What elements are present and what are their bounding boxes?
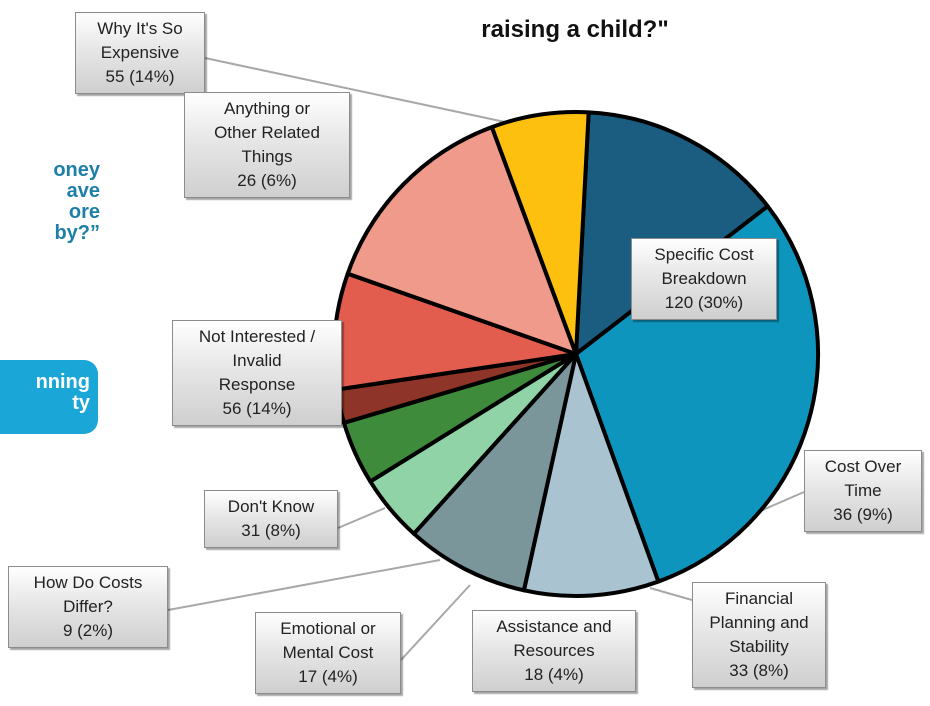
slice-label: Not Interested / Invalid Response xyxy=(198,327,316,394)
slice-label: Why It's So Expensive xyxy=(97,19,183,62)
side-badge-text: nning ty xyxy=(35,371,90,414)
data-label-box: How Do Costs Differ? 9 (2%) xyxy=(8,566,168,648)
slice-label: Don't Know xyxy=(227,497,315,516)
pie-slice-why-it-s-so-expensive xyxy=(574,110,770,356)
data-label-box: Don't Know 31 (8%) xyxy=(204,490,338,548)
slice-value: 18 (4%) xyxy=(524,665,584,684)
data-label-box: Not Interested / Invalid Response 56 (14%… xyxy=(172,320,342,426)
slice-value: 56 (14%) xyxy=(222,399,292,418)
leader-lines xyxy=(167,57,805,661)
leader-line xyxy=(649,587,693,601)
slice-value: 17 (4%) xyxy=(298,667,358,686)
leader-line xyxy=(757,491,805,513)
slice-value: 26 (6%) xyxy=(237,171,297,190)
data-label-box: Financial Planning and Stability 33 (8%) xyxy=(692,582,826,688)
slice-value: 9 (2%) xyxy=(62,621,114,640)
data-label-box: Specific Cost Breakdown 120 (30%) xyxy=(631,238,777,320)
slice-label: How Do Costs Differ? xyxy=(33,573,143,616)
leader-line xyxy=(400,584,471,661)
slice-label: Cost Over Time xyxy=(824,457,902,500)
slice-label: Specific Cost Breakdown xyxy=(654,245,754,288)
slice-label: Anything or Other Related Things xyxy=(214,99,320,166)
slice-label: Financial Planning and Stability xyxy=(709,589,809,656)
slice-label: Assistance and Resources xyxy=(496,617,612,660)
slice-value: 31 (8%) xyxy=(241,521,301,540)
chart-title: raising a child?" xyxy=(481,16,669,43)
pie-slices xyxy=(332,110,820,598)
slice-value: 55 (14%) xyxy=(105,67,175,86)
leader-line xyxy=(204,57,506,123)
pie-slice-anything-or-other-related-things xyxy=(489,110,591,356)
slice-value: 36 (9%) xyxy=(833,505,893,524)
pie-slice-cost-over-time xyxy=(521,352,661,598)
slice-value: 120 (30%) xyxy=(664,293,744,312)
data-label-box: Why It's So Expensive 55 (14%) xyxy=(75,12,205,94)
side-question-text: oney ave ore by?” xyxy=(53,159,100,244)
data-label-box: Emotional or Mental Cost 17 (4%) xyxy=(255,612,401,694)
slice-value: 33 (8%) xyxy=(729,661,789,680)
pie-slice-not-interested-invalid-response xyxy=(345,125,578,356)
pie-slice-financial-planning-and-stability xyxy=(411,352,578,593)
data-label-box: Assistance and Resources 18 (4%) xyxy=(472,610,636,692)
side-badge xyxy=(0,360,98,434)
slice-label: Emotional or Mental Cost xyxy=(280,619,376,662)
data-label-box: Cost Over Time 36 (9%) xyxy=(804,450,922,532)
data-label-box: Anything or Other Related Things 26 (6%) xyxy=(184,92,350,198)
leader-line xyxy=(167,559,441,611)
leader-line xyxy=(337,507,386,529)
